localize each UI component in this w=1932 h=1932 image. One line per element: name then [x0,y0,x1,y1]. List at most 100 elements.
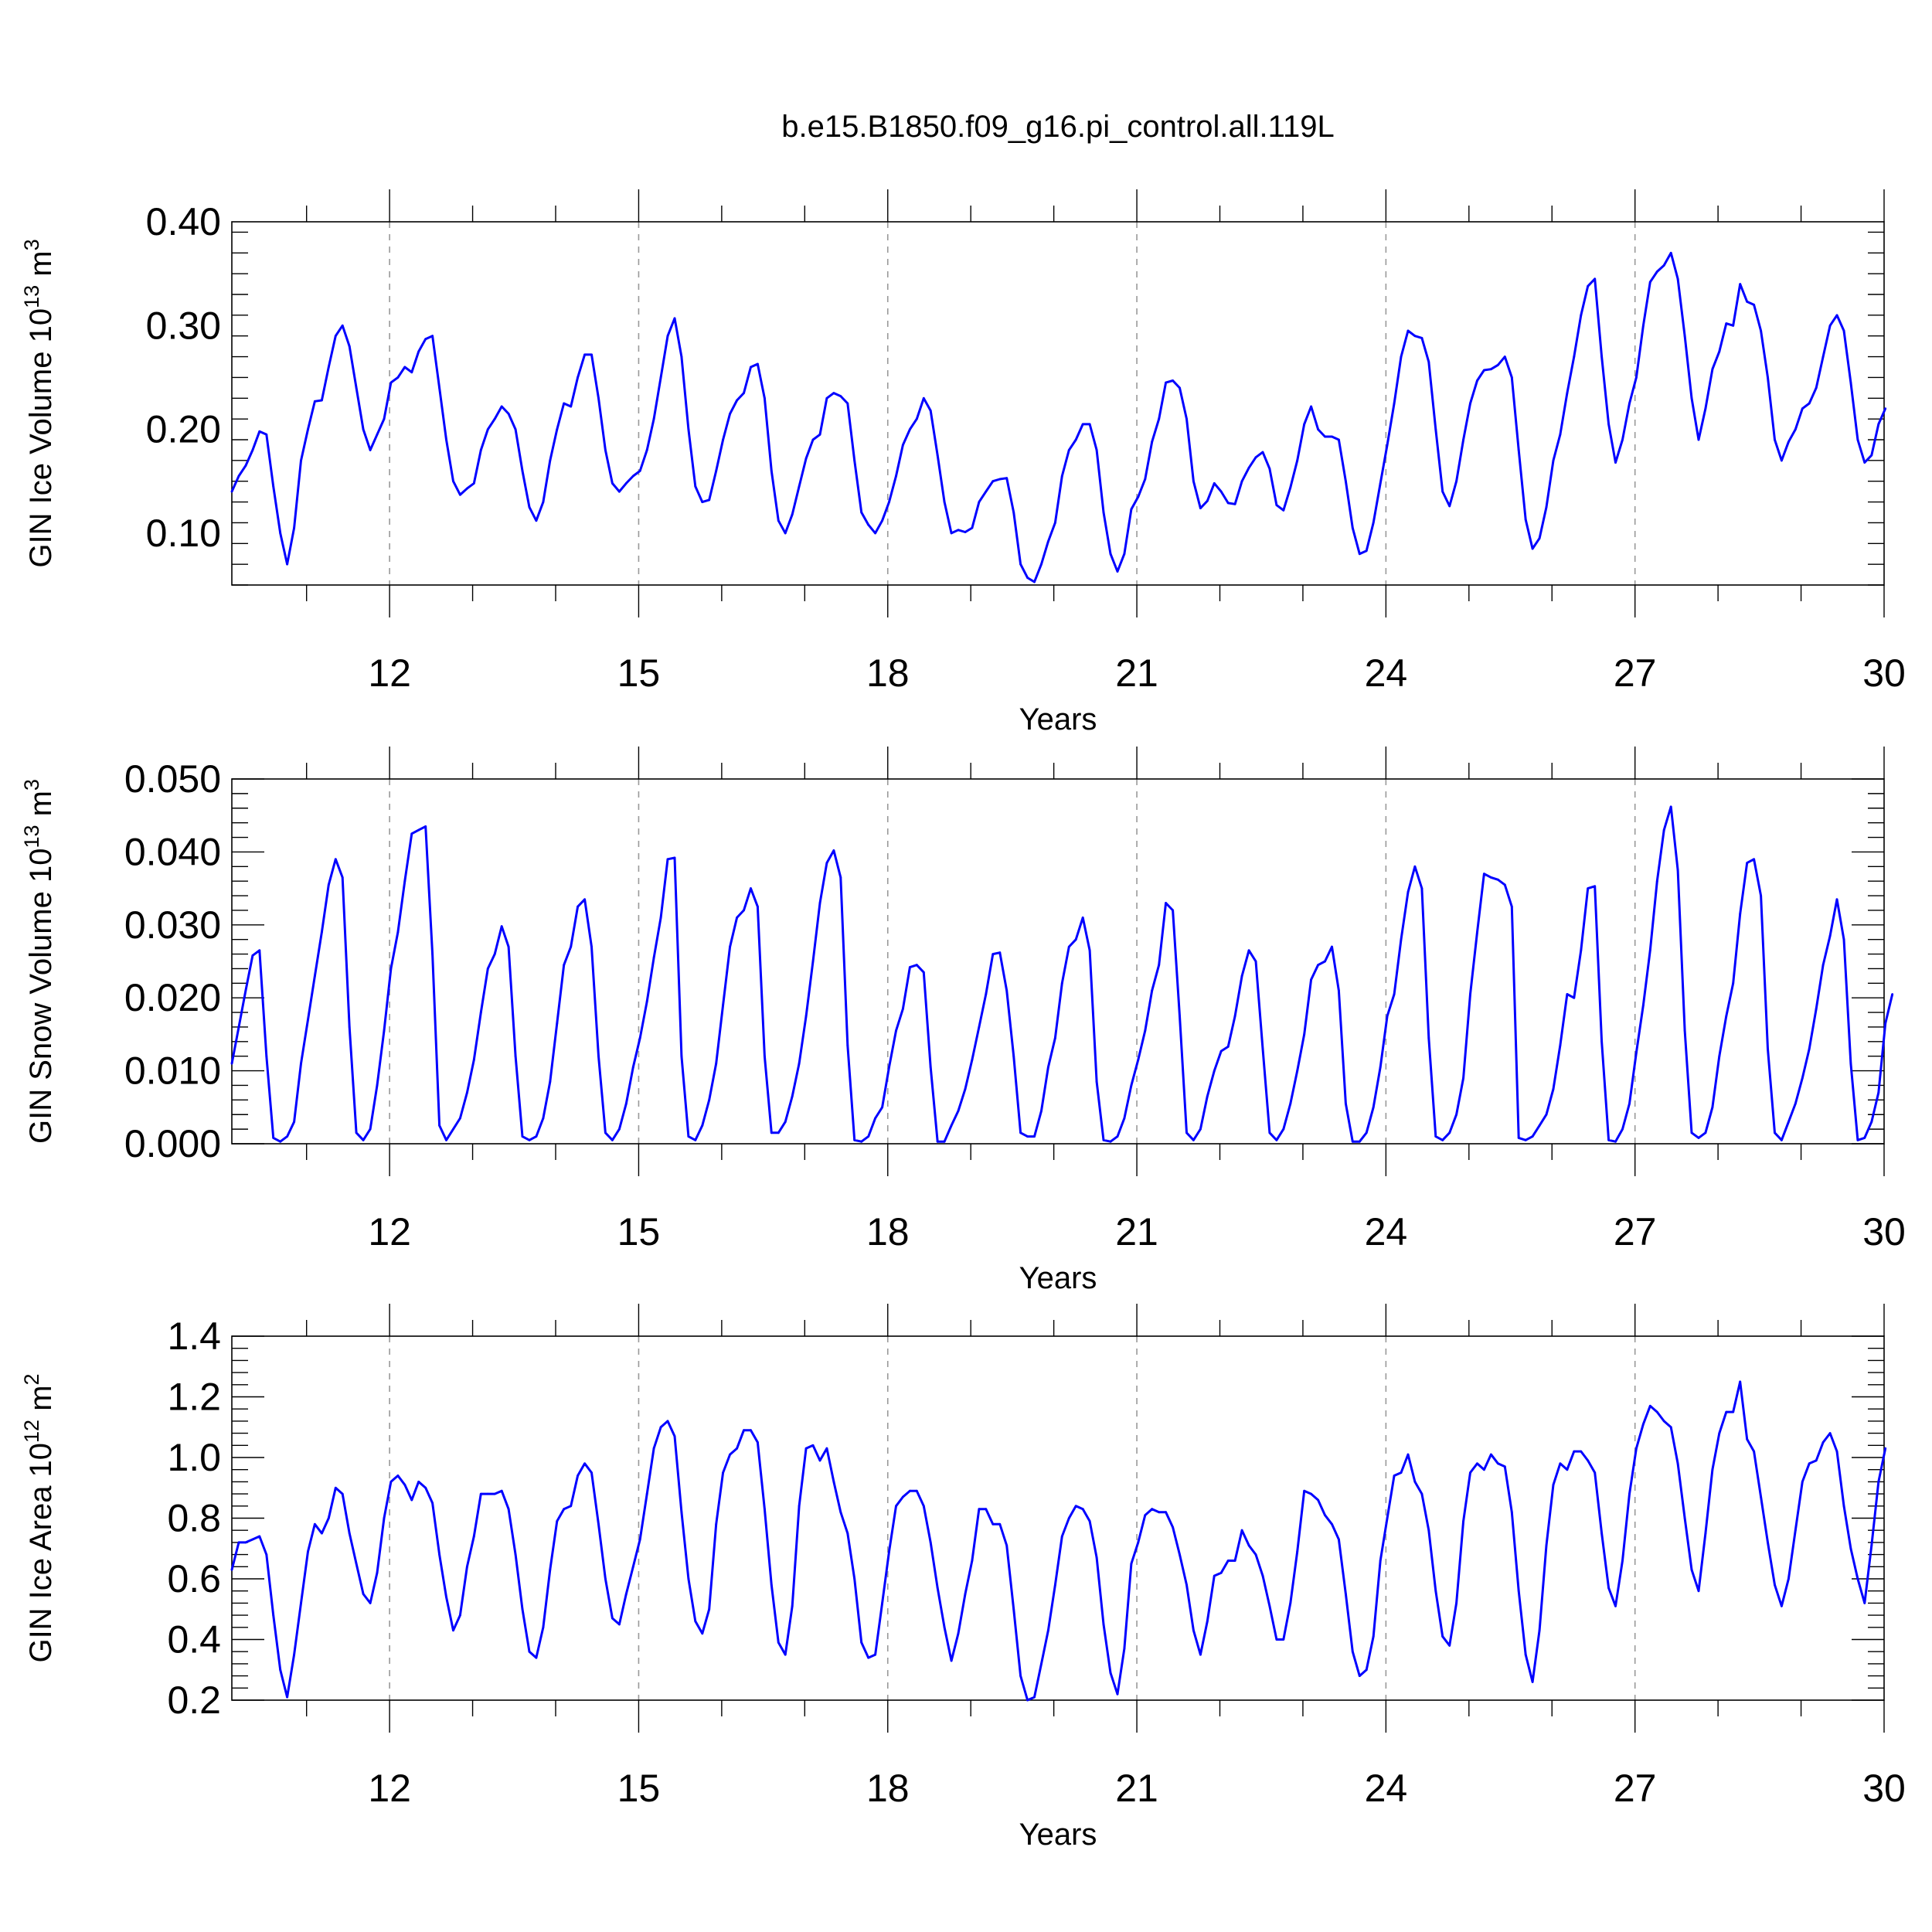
data-point [1158,964,1161,967]
data-point [978,1026,981,1029]
data-point [1566,1468,1569,1471]
data-point [431,1502,434,1505]
data-point [1856,1577,1859,1580]
data-point [1400,938,1403,941]
data-point [791,1604,794,1607]
data-point [300,1602,302,1604]
data-point [811,1444,815,1447]
data-point [1594,1471,1597,1474]
data-point [1393,1475,1396,1477]
data-point [396,376,400,379]
data-point [1365,549,1368,553]
data-point [389,381,393,384]
data-point [1379,1066,1382,1069]
data-point [1614,1604,1617,1607]
data-point [750,366,752,369]
data-point [1116,570,1119,573]
y-axis-label: GIN Ice Volume 1013 m3 [20,239,58,567]
data-point [1746,1438,1749,1440]
y-tick-label: 0.050 [124,757,221,801]
data-point [486,1492,489,1495]
data-point [1849,1547,1852,1550]
data-point [1594,277,1597,281]
data-point [1379,482,1382,485]
data-point [403,879,406,883]
data-point [867,1135,870,1138]
data-point [1434,428,1437,430]
data-point [846,1044,849,1046]
data-point [1199,1128,1202,1131]
y-axis-label-exponent: 12 [20,1420,43,1443]
data-point [909,1489,911,1492]
data-point [1317,1498,1319,1502]
data-point [1372,1635,1375,1638]
y-axis-label-unit: m [24,791,58,825]
data-point [1469,993,1471,995]
data-point [1296,1070,1299,1072]
data-point [971,1560,974,1562]
data-point [694,485,697,488]
data-point [1455,1113,1458,1116]
data-point [355,1131,358,1134]
data-point [1884,407,1887,410]
data-point [1413,335,1417,338]
data-point [376,1084,379,1087]
data-point [708,1099,711,1101]
data-point [1856,1138,1859,1141]
data-point [493,417,496,420]
data-point [403,366,406,369]
data-point [736,399,738,402]
data-point [1774,438,1776,441]
data-point [1137,1541,1140,1544]
data-point [757,1441,759,1444]
data-point [258,430,261,433]
data-point [1317,964,1319,967]
data-point [341,1492,344,1495]
data-point [1040,563,1043,566]
data-point [1835,314,1838,317]
data-point [424,825,427,828]
data-point [1247,949,1250,952]
data-point [936,1140,939,1143]
data-point [1655,1410,1658,1413]
data-point [1400,355,1403,358]
y-axis-label: GIN Snow Volume 1013 m3 [20,779,58,1144]
data-point [1310,978,1312,981]
data-point [1863,461,1866,464]
data-point [1303,1033,1306,1036]
data-point [376,433,379,436]
data-point [438,386,440,389]
data-point [265,1055,268,1058]
data-point [1331,435,1333,438]
data-point [784,1121,787,1124]
data-point [888,1550,890,1553]
data-point [1158,1511,1161,1514]
data-point [624,1593,628,1596]
data-point [1102,1623,1105,1626]
x-tick-label: 24 [1365,1767,1408,1810]
data-point [804,457,808,460]
data-point [570,945,573,948]
data-point [1476,379,1478,382]
data-point [638,1036,641,1039]
data-point [1594,885,1597,888]
data-point [1718,1432,1721,1434]
data-point [321,1532,323,1535]
data-point [1503,883,1506,886]
data-point [1815,386,1818,389]
data-point [1655,270,1658,273]
data-point [1753,1450,1756,1453]
data-point [881,1602,883,1604]
data-point [1040,1662,1043,1665]
x-tick-label: 21 [1115,651,1158,695]
data-point [507,1508,510,1511]
data-point [542,501,545,503]
data-point [631,1066,634,1069]
data-point [1469,402,1471,405]
data-point [293,1653,295,1656]
data-point [971,526,974,529]
data-point [1441,490,1444,493]
data-point [1856,438,1859,441]
data-point [1517,1137,1520,1139]
data-point [479,1011,482,1014]
